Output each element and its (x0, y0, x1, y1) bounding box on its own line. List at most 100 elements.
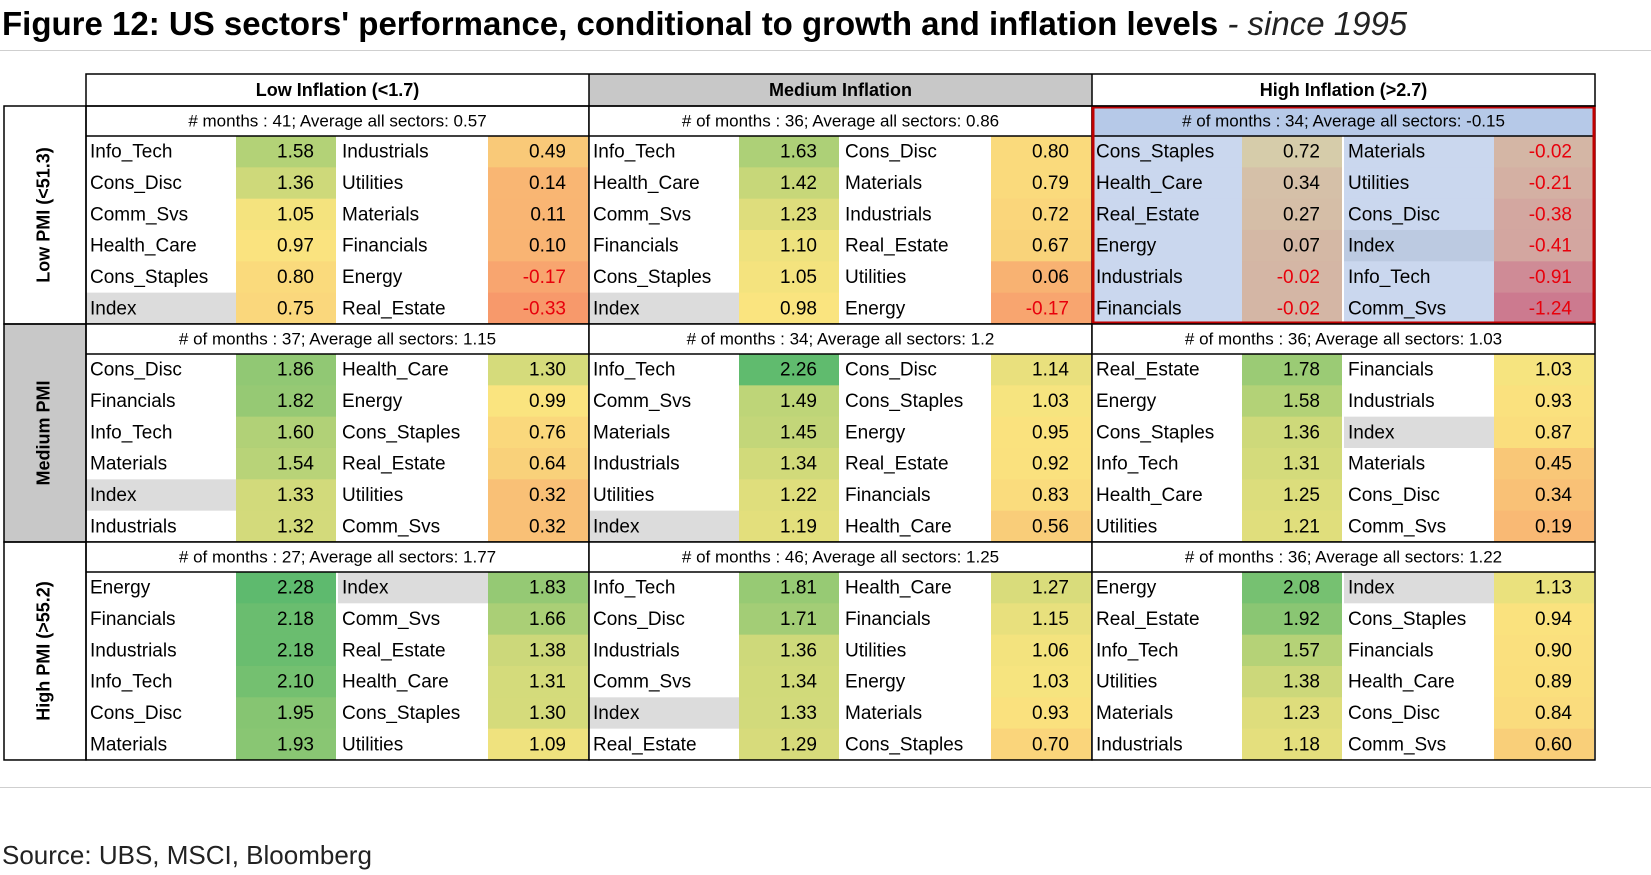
sector-value-bg (236, 572, 336, 604)
sector-name-bg (1092, 697, 1242, 730)
block-meta-bg (1092, 106, 1595, 136)
sector-value-bg (991, 136, 1091, 168)
sector-name-bg (86, 167, 236, 200)
sector-name-bg (86, 229, 236, 262)
sector-value-bg (991, 665, 1091, 698)
sector-name: Cons_Disc (1348, 703, 1440, 724)
sector-name-bg (589, 385, 739, 418)
sector-name: Cons_Staples (1348, 609, 1466, 630)
sector-value-bg (1242, 447, 1342, 480)
sector-value-bg (739, 167, 839, 200)
sector-value-bg (488, 697, 588, 730)
title-rule (0, 50, 1651, 51)
sector-name-bg (1344, 479, 1494, 512)
sector-value: 1.58 (1283, 391, 1320, 412)
sector-value: 0.64 (529, 454, 566, 475)
sector-value: -0.41 (1529, 236, 1572, 257)
sector-value: 1.71 (780, 609, 817, 630)
sector-value-bg (488, 292, 588, 325)
sector-name-bg (841, 634, 991, 667)
sector-name-bg (589, 728, 739, 761)
sector-name: Health_Care (845, 578, 952, 599)
sector-name: Real_Estate (593, 734, 697, 755)
sector-value-bg (991, 354, 1091, 386)
sector-name-bg (86, 292, 236, 325)
sector-name-bg (1344, 447, 1494, 480)
block-meta-bg (1092, 324, 1595, 354)
column-header: Medium Inflation (769, 80, 912, 100)
sector-name: Materials (90, 454, 167, 475)
sector-value: 0.11 (530, 204, 566, 225)
block-border (1091, 541, 1596, 761)
sector-value: 1.18 (1283, 734, 1320, 755)
sector-value: 1.03 (1032, 672, 1069, 693)
sector-value: 0.14 (529, 173, 566, 194)
sector-name: Real_Estate (1096, 609, 1200, 630)
sector-name: Comm_Svs (593, 391, 691, 412)
sector-value: 0.98 (780, 298, 817, 319)
sector-value: 0.27 (1283, 204, 1320, 225)
figure-title-sep: - (1218, 5, 1248, 42)
sector-name-bg (86, 728, 236, 761)
sector-value: 2.18 (277, 609, 314, 630)
sector-value-bg (991, 167, 1091, 200)
sector-name-bg (841, 167, 991, 200)
sector-name: Industrials (90, 640, 177, 661)
sector-value-bg (1242, 167, 1342, 200)
sector-value: 0.67 (1032, 236, 1069, 257)
sector-value-bg (236, 697, 336, 730)
sector-name-bg (589, 603, 739, 636)
sector-name: Cons_Staples (342, 703, 460, 724)
sector-name: Index (593, 516, 640, 537)
sector-name: Energy (90, 578, 151, 599)
sector-value: -0.38 (1529, 204, 1572, 225)
sector-name: Cons_Staples (342, 422, 460, 443)
sector-name: Financials (1096, 298, 1182, 319)
sector-name-bg (338, 603, 488, 636)
sector-value-bg (236, 354, 336, 386)
sector-name-bg (1344, 603, 1494, 636)
sector-name: Real_Estate (342, 640, 446, 661)
sector-name: Cons_Disc (90, 360, 182, 381)
sector-value: 0.90 (1535, 640, 1572, 661)
sector-value-bg (739, 198, 839, 231)
sector-name: Cons_Disc (90, 703, 182, 724)
sector-name-bg (338, 416, 488, 449)
sector-value: 1.57 (1283, 640, 1320, 661)
sector-name: Materials (90, 734, 167, 755)
sector-value-bg (1242, 354, 1342, 386)
sector-value-bg (739, 136, 839, 168)
sector-value-bg (739, 634, 839, 667)
sector-name-bg (1092, 510, 1242, 543)
column-header: Low Inflation (<1.7) (256, 80, 420, 100)
block-meta: # of months : 37; Average all sectors: 1… (179, 329, 496, 348)
sector-value-bg (236, 198, 336, 231)
sector-name: Industrials (1096, 267, 1183, 288)
sector-value-bg (1494, 479, 1594, 512)
sector-value: 1.34 (780, 672, 817, 693)
sector-name: Financials (845, 609, 931, 630)
sector-name-bg (1344, 634, 1494, 667)
sector-name: Energy (342, 267, 403, 288)
figure-title: Figure 12: US sectors' performance, cond… (2, 2, 1407, 46)
sector-name: Info_Tech (90, 422, 172, 443)
sector-value: 1.38 (529, 640, 566, 661)
sector-name: Financials (90, 391, 176, 412)
sector-value: -0.91 (1529, 267, 1572, 288)
sector-name-bg (1344, 665, 1494, 698)
sector-value-bg (1242, 728, 1342, 761)
sector-name-bg (589, 167, 739, 200)
sector-value-bg (1242, 136, 1342, 168)
sector-value-bg (1242, 229, 1342, 262)
sector-name: Index (90, 485, 137, 506)
sector-value-bg (1494, 572, 1594, 604)
sector-name-bg (1092, 167, 1242, 200)
sector-name: Energy (342, 391, 403, 412)
sector-value: -0.17 (523, 267, 566, 288)
sector-name: Financials (845, 485, 931, 506)
sector-name-bg (589, 697, 739, 730)
sector-value-bg (1494, 510, 1594, 543)
sector-value: 1.36 (780, 640, 817, 661)
sector-value: 1.95 (277, 703, 314, 724)
sector-value-bg (1494, 603, 1594, 636)
